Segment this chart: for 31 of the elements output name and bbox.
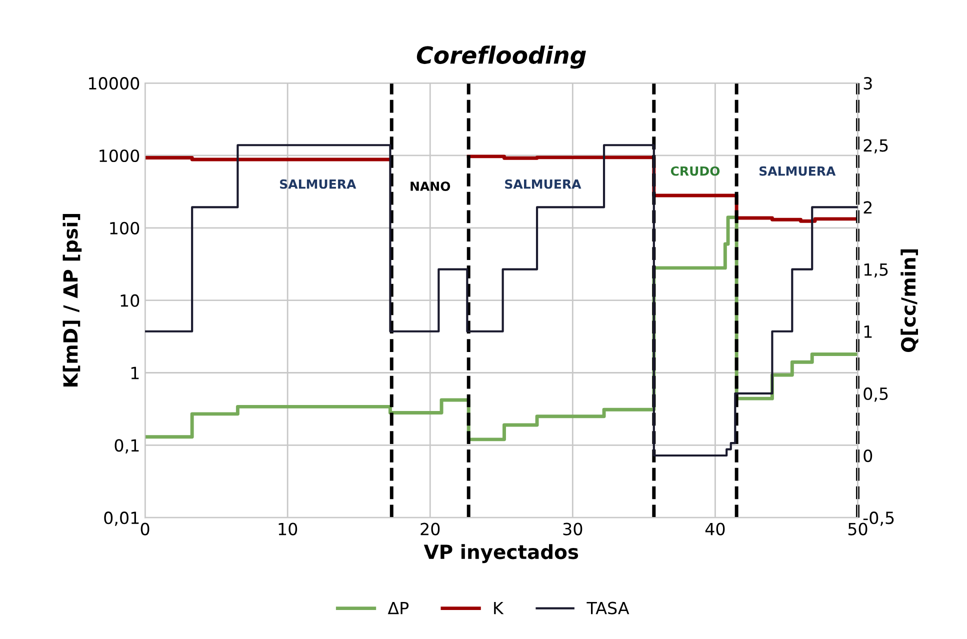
x-axis-title: VP inyectados (424, 544, 578, 564)
y-tick-label: 100 (110, 222, 140, 234)
annotation: SALMUERA (760, 166, 836, 176)
y2-tick-label: 1,5 (864, 263, 888, 278)
y2-tick-label: 2 (864, 201, 872, 214)
legend-label: K (494, 602, 504, 614)
y-tick-label: 1 (131, 366, 139, 380)
y-axis-title: K[mD] / ΔP [psi] (62, 214, 82, 386)
x-tick-label: 40 (705, 522, 725, 536)
y2-tick-label: 0 (864, 449, 872, 462)
y-tick-label: 0,01 (104, 512, 139, 526)
y-tick-label: 1000 (100, 149, 140, 162)
y2-tick-label: 2,5 (864, 139, 888, 154)
annotation: NANO (410, 182, 450, 191)
chart-title: Coreflooding (416, 46, 586, 69)
annotation: CRUDO (670, 166, 720, 176)
x-tick-label: 10 (278, 522, 298, 536)
x-tick-label: 30 (563, 522, 582, 536)
y2-tick-label: 3 (864, 77, 872, 90)
y-tick-label: 10000 (89, 77, 140, 90)
y-tick-label: 0,1 (114, 439, 139, 454)
legend-label: TASA (586, 602, 630, 614)
annotation: SALMUERA (280, 179, 356, 189)
x-tick-label: 20 (420, 522, 440, 536)
y2-axis-title: Q[cc/min] (900, 249, 918, 352)
y2-tick-label: 1 (864, 326, 872, 338)
legend-label: ΔP (388, 602, 409, 614)
annotation: SALMUERA (505, 179, 582, 189)
x-tick-label: 0 (140, 522, 150, 536)
y2-tick-label: 0,5 (864, 387, 888, 402)
y-tick-label: 10 (120, 294, 140, 307)
